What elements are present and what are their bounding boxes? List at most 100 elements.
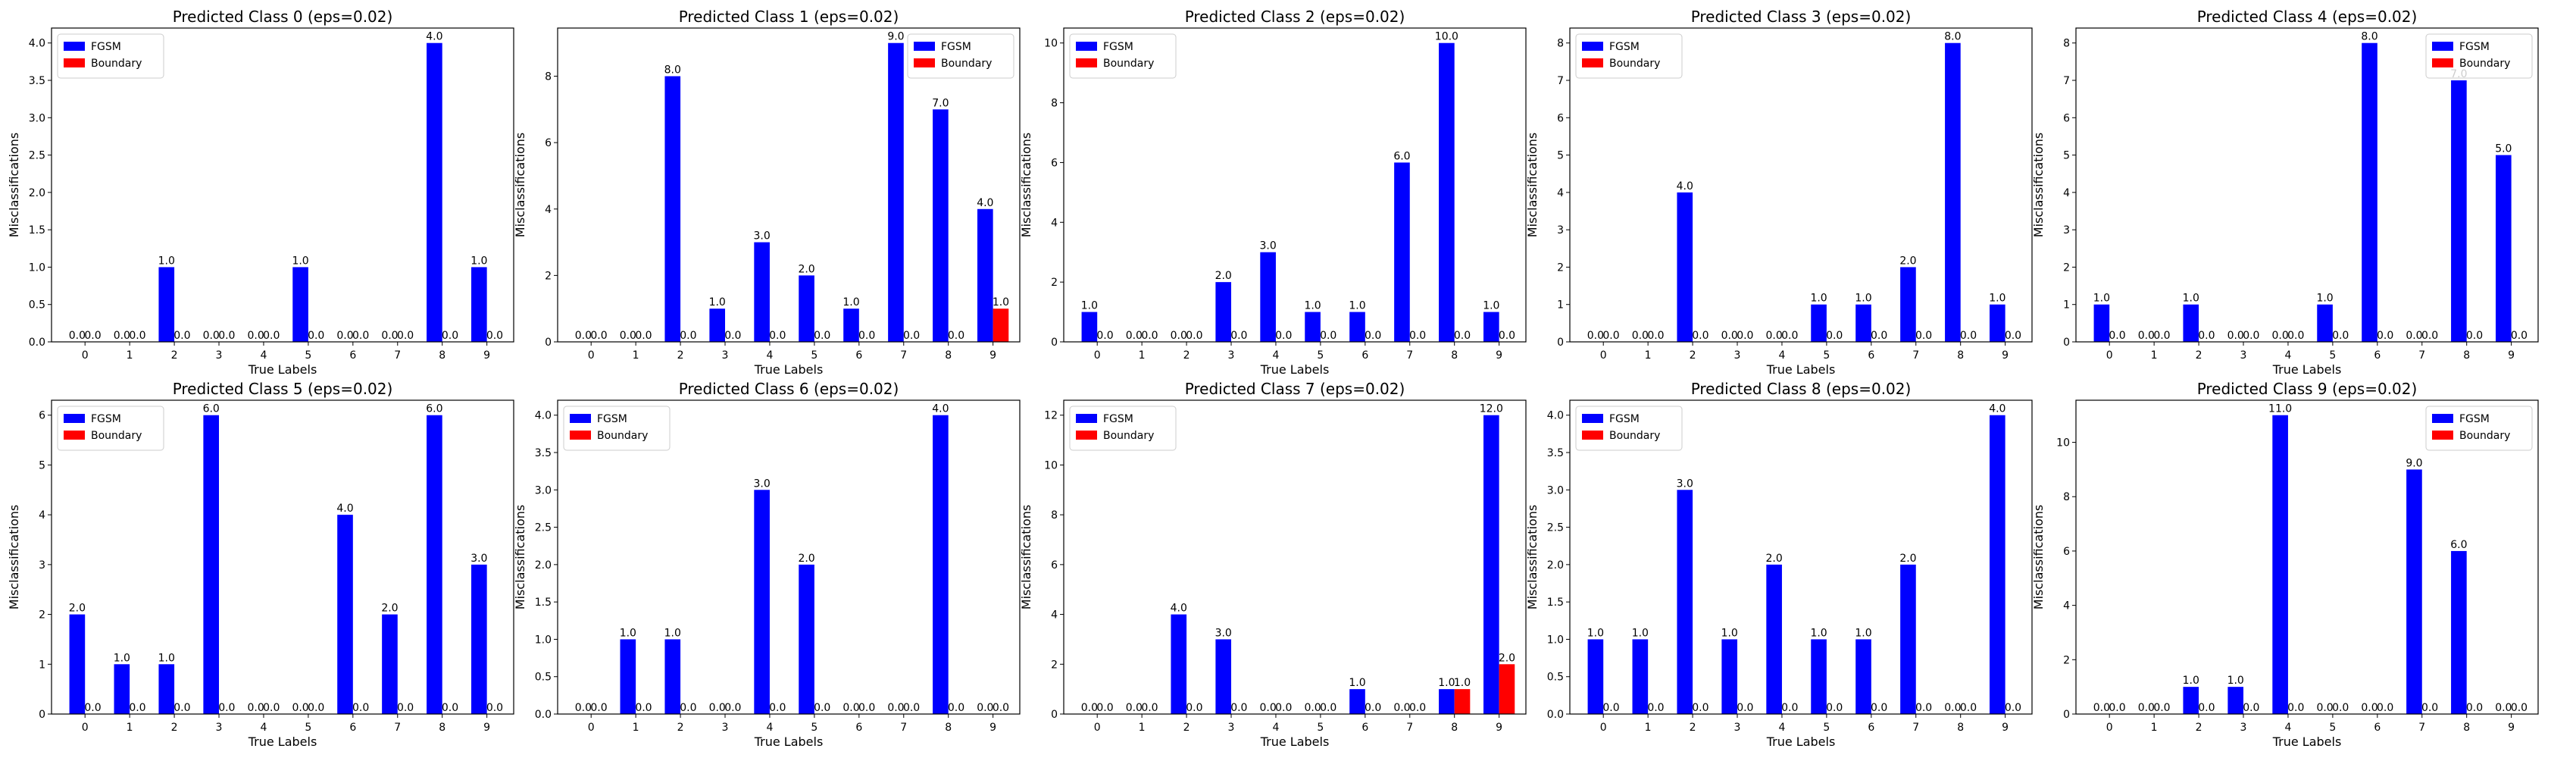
data-label: 0.0 bbox=[1737, 702, 1753, 714]
legend-swatch-fgsm bbox=[64, 42, 85, 51]
y-tick-label: 4 bbox=[1557, 187, 1564, 199]
bar-fgsm-2 bbox=[664, 76, 681, 343]
y-tick-label: 6 bbox=[1557, 112, 1564, 124]
data-label: 0.0 bbox=[590, 702, 607, 714]
data-label: 0.0 bbox=[1126, 702, 1143, 714]
y-tick-label: 6 bbox=[1051, 157, 1058, 169]
data-label: 0.0 bbox=[174, 330, 190, 342]
data-label: 2.0 bbox=[1899, 255, 1916, 267]
x-tick-label: 3 bbox=[722, 722, 729, 734]
bar-fgsm-8 bbox=[1945, 42, 1961, 342]
data-label: 0.0 bbox=[887, 702, 904, 714]
data-label: 0.0 bbox=[129, 330, 145, 342]
x-tick-label: 6 bbox=[2374, 722, 2381, 734]
legend: FGSM Boundary bbox=[57, 33, 164, 79]
y-tick-label: 1.0 bbox=[29, 262, 45, 274]
data-label: 1.0 bbox=[158, 652, 175, 664]
x-tick-label: 7 bbox=[2418, 349, 2425, 362]
x-tick-label: 6 bbox=[855, 349, 862, 362]
data-label: 0.0 bbox=[1826, 702, 1843, 714]
data-label: 0.0 bbox=[2138, 702, 2155, 714]
x-tick-label: 4 bbox=[766, 722, 773, 734]
legend-swatch-boundary bbox=[1076, 431, 1097, 440]
data-label: 0.0 bbox=[2316, 702, 2333, 714]
data-label: 6.0 bbox=[1393, 150, 1410, 162]
x-tick-label: 1 bbox=[1645, 349, 1652, 362]
data-label: 0.0 bbox=[843, 702, 859, 714]
legend-label-boundary: Boundary bbox=[597, 430, 648, 442]
data-label: 1.0 bbox=[158, 255, 175, 267]
x-tick-label: 0 bbox=[1094, 349, 1101, 362]
data-label: 2.0 bbox=[1899, 553, 1916, 565]
data-label: 0.0 bbox=[1692, 702, 1708, 714]
x-tick-label: 0 bbox=[2106, 722, 2113, 734]
x-tick-label: 0 bbox=[588, 722, 595, 734]
data-label: 0.0 bbox=[2093, 702, 2110, 714]
data-label: 0.0 bbox=[174, 702, 190, 714]
bar-fgsm-4 bbox=[2272, 415, 2288, 714]
x-tick-label: 9 bbox=[1496, 722, 1502, 734]
data-label: 1.0 bbox=[1438, 677, 1455, 689]
x-tick-label: 6 bbox=[1361, 722, 1368, 734]
x-tick-label: 6 bbox=[349, 722, 356, 734]
legend: FGSM Boundary bbox=[563, 406, 671, 451]
data-label: 2.0 bbox=[1499, 652, 1515, 664]
legend-label-boundary: Boundary bbox=[1103, 430, 1154, 442]
data-label: 0.0 bbox=[1944, 702, 1961, 714]
x-tick-label: 9 bbox=[2002, 349, 2009, 362]
legend: FGSM Boundary bbox=[57, 406, 164, 451]
bar-fgsm-6 bbox=[2362, 42, 2377, 342]
data-label: 0.0 bbox=[486, 330, 503, 342]
bar-fgsm-6 bbox=[337, 515, 353, 714]
y-tick-label: 2.5 bbox=[1547, 522, 1564, 534]
data-label: 0.0 bbox=[1141, 702, 1158, 714]
x-tick-label: 8 bbox=[945, 722, 952, 734]
y-axis-label: Misclassifications bbox=[2031, 133, 2046, 237]
y-tick-label: 4 bbox=[1051, 609, 1058, 622]
axes-frame bbox=[557, 27, 1021, 343]
data-label: 0.0 bbox=[1632, 330, 1649, 342]
x-tick-label: 3 bbox=[1734, 722, 1741, 734]
data-label: 0.0 bbox=[1275, 330, 1292, 342]
legend-swatch-boundary bbox=[64, 431, 85, 440]
data-label: 0.0 bbox=[769, 702, 786, 714]
axes-frame bbox=[2075, 27, 2539, 343]
data-label: 0.0 bbox=[1230, 702, 1247, 714]
legend-swatch-boundary bbox=[914, 58, 935, 67]
bar-boundary-9 bbox=[1499, 664, 1515, 714]
data-label: 4.0 bbox=[1677, 180, 1693, 193]
bar-fgsm-8 bbox=[1439, 689, 1455, 714]
x-tick-label: 4 bbox=[1778, 722, 1785, 734]
legend-label-boundary: Boundary bbox=[91, 58, 142, 70]
bar-fgsm-3 bbox=[203, 415, 220, 714]
data-label: 0.0 bbox=[903, 330, 920, 342]
x-tick-label: 7 bbox=[900, 722, 907, 734]
y-tick-label: 2.0 bbox=[535, 559, 552, 572]
bar-fgsm-7 bbox=[2406, 469, 2422, 714]
bar-fgsm-8 bbox=[427, 415, 442, 714]
legend-swatch-boundary bbox=[1076, 58, 1097, 67]
data-label: 0.0 bbox=[1602, 330, 1619, 342]
data-label: 0.0 bbox=[1692, 330, 1708, 342]
x-tick-label: 3 bbox=[1228, 722, 1235, 734]
data-label: 5.0 bbox=[2495, 143, 2512, 155]
legend-swatch-fgsm bbox=[914, 42, 935, 51]
data-label: 0.0 bbox=[1320, 702, 1336, 714]
data-label: 3.0 bbox=[754, 478, 771, 490]
legend-label-fgsm: FGSM bbox=[941, 41, 971, 53]
bar-fgsm-3 bbox=[709, 309, 726, 342]
data-label: 2.0 bbox=[798, 263, 814, 275]
legend-swatch-boundary bbox=[2432, 58, 2453, 67]
bar-fgsm-2 bbox=[1677, 490, 1693, 714]
data-label: 0.0 bbox=[1602, 702, 1619, 714]
bar-fgsm-8 bbox=[2451, 80, 2467, 342]
legend-swatch-fgsm bbox=[1582, 42, 1603, 51]
bar-fgsm-7 bbox=[888, 42, 904, 342]
data-label: 0.0 bbox=[1915, 330, 1932, 342]
data-label: 1.0 bbox=[470, 255, 487, 267]
bar-fgsm-8 bbox=[933, 109, 949, 343]
legend-swatch-fgsm bbox=[2432, 42, 2453, 51]
legend: FGSM Boundary bbox=[1069, 406, 1177, 451]
data-label: 0.0 bbox=[263, 702, 280, 714]
